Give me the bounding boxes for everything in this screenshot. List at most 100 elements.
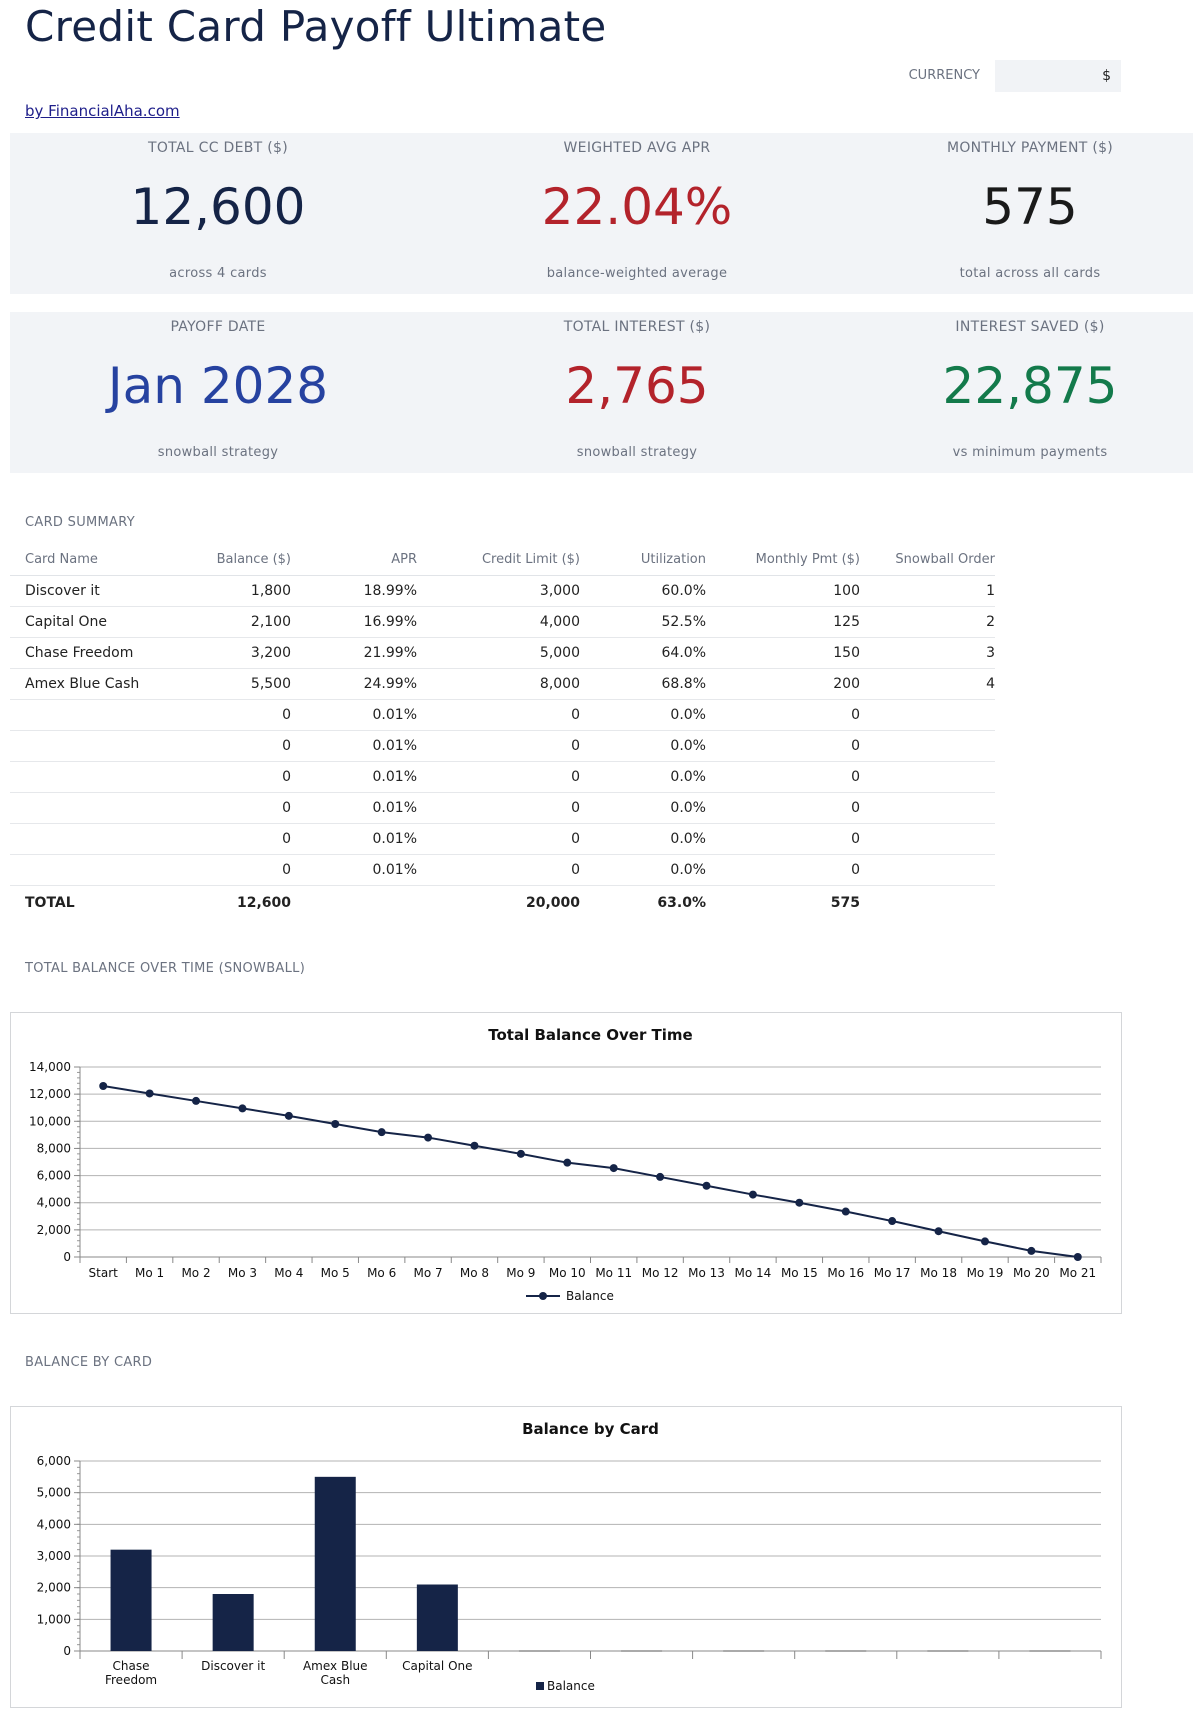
table-cell[interactable]: 0 <box>417 854 580 886</box>
table-cell[interactable]: 0 <box>706 792 860 824</box>
table-cell[interactable]: 0.0% <box>580 854 706 886</box>
x-tick-label: Mo 21 <box>1059 1266 1096 1280</box>
x-tick-label: Mo 2 <box>181 1266 210 1280</box>
table-cell[interactable] <box>860 885 995 920</box>
table-cell[interactable]: 0.01% <box>291 730 417 762</box>
table-cell[interactable]: 0 <box>170 699 291 731</box>
data-point <box>609 1164 618 1173</box>
legend-label: Balance <box>566 1289 614 1303</box>
table-cell[interactable]: Discover it <box>10 575 170 607</box>
y-tick-label: 0 <box>63 1644 71 1658</box>
table-cell[interactable]: 125 <box>706 606 860 638</box>
table-cell[interactable]: 5,500 <box>170 668 291 700</box>
table-cell[interactable]: 0 <box>706 854 860 886</box>
table-cell[interactable]: 12,600 <box>170 885 291 920</box>
table-header-row: Card Name Balance ($) APR Credit Limit (… <box>10 543 995 576</box>
byline-link[interactable]: by FinancialAha.com <box>25 102 180 120</box>
table-cell[interactable]: 1 <box>860 575 995 607</box>
table-cell[interactable] <box>10 792 170 824</box>
table-cell[interactable]: 3,000 <box>417 575 580 607</box>
table-cell[interactable]: Capital One <box>10 606 170 638</box>
table-cell[interactable]: 4,000 <box>417 606 580 638</box>
table-cell[interactable]: 52.5% <box>580 606 706 638</box>
table-cell[interactable]: 200 <box>706 668 860 700</box>
table-cell[interactable]: 0.0% <box>580 761 706 793</box>
table-cell[interactable]: 0 <box>170 792 291 824</box>
table-cell[interactable]: 0 <box>170 823 291 855</box>
table-cell[interactable]: 0.0% <box>580 699 706 731</box>
table-cell[interactable]: 63.0% <box>580 885 706 920</box>
table-cell[interactable]: 8,000 <box>417 668 580 700</box>
table-cell[interactable]: 0.01% <box>291 854 417 886</box>
table-cell[interactable]: 0.01% <box>291 823 417 855</box>
kpi-value: 575 <box>982 178 1078 236</box>
table-cell[interactable]: 1,800 <box>170 575 291 607</box>
table-cell[interactable]: 0.0% <box>580 792 706 824</box>
table-cell[interactable]: 3 <box>860 637 995 669</box>
table-cell[interactable]: 0 <box>706 761 860 793</box>
table-cell[interactable]: 64.0% <box>580 637 706 669</box>
currency-field[interactable]: $ <box>995 60 1121 92</box>
table-cell[interactable]: 0 <box>170 730 291 762</box>
table-cell[interactable]: 0.01% <box>291 761 417 793</box>
chart-title: Balance by Card <box>522 1420 659 1438</box>
table-cell[interactable]: 3,200 <box>170 637 291 669</box>
y-tick-label: 3,000 <box>37 1549 71 1563</box>
table-cell[interactable]: 60.0% <box>580 575 706 607</box>
table-cell[interactable]: 0 <box>170 854 291 886</box>
y-tick-label: 5,000 <box>37 1486 71 1500</box>
table-cell[interactable]: TOTAL <box>10 885 170 920</box>
table-cell[interactable]: 575 <box>706 885 860 920</box>
table-cell[interactable]: 2 <box>860 606 995 638</box>
table-cell[interactable]: 0 <box>706 730 860 762</box>
table-cell[interactable] <box>860 792 995 824</box>
table-cell[interactable]: 18.99% <box>291 575 417 607</box>
y-tick-label: 2,000 <box>37 1223 71 1237</box>
table-cell[interactable]: 16.99% <box>291 606 417 638</box>
table-cell[interactable]: 0.0% <box>580 730 706 762</box>
table-cell[interactable] <box>10 854 170 886</box>
table-cell[interactable] <box>860 823 995 855</box>
table-cell[interactable] <box>10 730 170 762</box>
table-cell[interactable] <box>291 885 417 920</box>
table-cell[interactable]: 4 <box>860 668 995 700</box>
bar-chart-frame: Balance by Card 0 1,000 2,000 3,000 4,000 5,00… <box>10 1406 1122 1708</box>
kpi-label: INTEREST SAVED ($) <box>955 319 1105 335</box>
table-cell[interactable]: 5,000 <box>417 637 580 669</box>
table-cell[interactable]: Chase Freedom <box>10 637 170 669</box>
table-cell[interactable]: 0 <box>170 761 291 793</box>
table-cell[interactable]: Amex Blue Cash <box>10 668 170 700</box>
table-cell[interactable]: 0 <box>417 699 580 731</box>
table-cell[interactable]: 0 <box>706 823 860 855</box>
table-cell[interactable]: 20,000 <box>417 885 580 920</box>
table-cell[interactable] <box>860 730 995 762</box>
table-cell[interactable]: 0.0% <box>580 823 706 855</box>
table-cell[interactable]: 0 <box>706 699 860 731</box>
data-point <box>980 1237 989 1246</box>
table-cell[interactable]: 100 <box>706 575 860 607</box>
table-cell[interactable]: 24.99% <box>291 668 417 700</box>
table-cell[interactable]: 2,100 <box>170 606 291 638</box>
table-cell[interactable]: 21.99% <box>291 637 417 669</box>
table-cell[interactable] <box>860 854 995 886</box>
table-cell[interactable]: 0 <box>417 792 580 824</box>
line-chart: Total Balance Over Time 0 2,000 4,000 6,000 8… <box>29 1026 1102 1303</box>
table-row: 0 0.01% 0 0.0% 0 <box>10 854 995 886</box>
table-cell[interactable] <box>10 761 170 793</box>
x-tick-label: Amex Blue <box>303 1659 368 1673</box>
y-tick-label: 8,000 <box>37 1141 71 1155</box>
x-tick-label: Mo 4 <box>274 1266 303 1280</box>
table-cell[interactable] <box>10 699 170 731</box>
x-tick-label: Start <box>89 1266 119 1280</box>
table-cell[interactable] <box>10 823 170 855</box>
table-cell[interactable] <box>860 699 995 731</box>
table-cell[interactable]: 0.01% <box>291 792 417 824</box>
table-cell[interactable] <box>860 761 995 793</box>
table-cell[interactable]: 0 <box>417 761 580 793</box>
kpi-note: snowball strategy <box>576 445 698 460</box>
table-cell[interactable]: 0.01% <box>291 699 417 731</box>
table-cell[interactable]: 150 <box>706 637 860 669</box>
table-cell[interactable]: 0 <box>417 823 580 855</box>
table-cell[interactable]: 68.8% <box>580 668 706 700</box>
table-cell[interactable]: 0 <box>417 730 580 762</box>
